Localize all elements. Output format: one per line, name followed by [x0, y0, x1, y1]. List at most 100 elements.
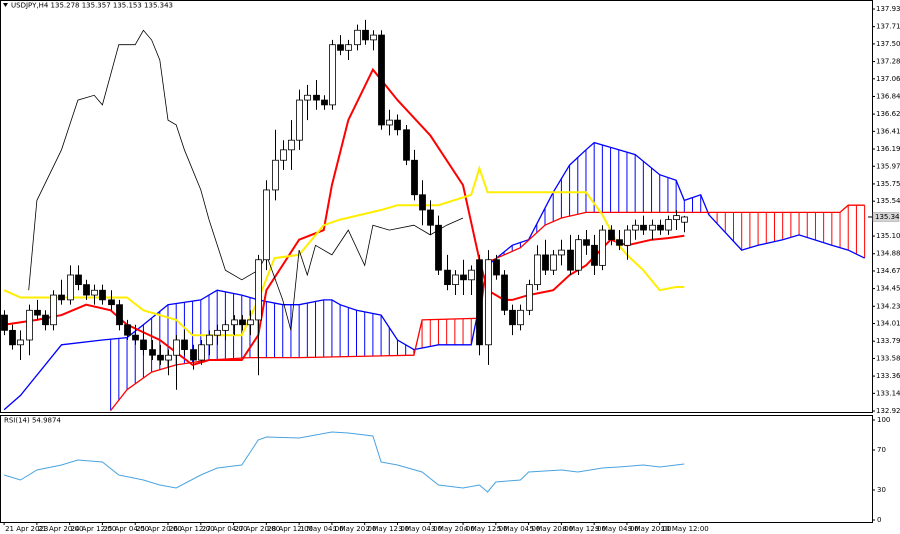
candle-body: [419, 194, 426, 211]
y-tick-label: 134.015: [876, 320, 900, 328]
candle-body: [173, 339, 180, 356]
candle-body: [337, 44, 344, 51]
candle-body: [345, 44, 352, 51]
y-tick-label: 136.845: [876, 92, 900, 100]
candle-body: [17, 339, 24, 346]
candle-body: [591, 244, 598, 266]
candle-body: [91, 289, 98, 296]
x-tick-label: 2 May 12:00: [366, 525, 410, 533]
candle-body: [403, 129, 410, 161]
candle-body: [263, 189, 270, 261]
candle-body: [124, 324, 131, 336]
y-tick-label: 137.715: [876, 23, 900, 31]
x-tick-label: 4 May 12:00: [464, 525, 508, 533]
senkou-span-b: [110, 204, 865, 412]
candle-body: [632, 224, 639, 231]
y-tick-label: 132.925: [876, 407, 900, 415]
last-price-box: [872, 212, 900, 222]
candle-body: [649, 224, 656, 231]
candle-body: [149, 349, 156, 356]
candle-body: [354, 29, 361, 46]
candle-body: [567, 249, 574, 271]
senkou-span-a: [3, 141, 865, 411]
candle-body: [468, 269, 475, 281]
y-tick-label: 135.755: [876, 180, 900, 188]
rsi-tick-label: 30: [877, 486, 886, 494]
candle-body: [452, 274, 459, 286]
x-tick-label: 25 Apr 04:00: [103, 525, 149, 533]
candle-body: [460, 274, 467, 281]
candle-body: [255, 259, 262, 321]
price-panel: [0, 0, 873, 413]
y-tick-label: 135.540: [876, 197, 900, 205]
rsi-line: [3, 431, 685, 493]
candle-body: [370, 34, 377, 41]
candle-body: [313, 94, 320, 101]
candle-body: [67, 274, 74, 301]
candle-body: [583, 239, 590, 246]
candle-body: [616, 239, 623, 246]
x-tick-label: 21 Apr 2023: [5, 525, 48, 533]
candle-body: [435, 224, 442, 271]
x-tick-label: 8 May 12:00: [562, 525, 606, 533]
x-tick-label: 9 May 04:00: [595, 525, 639, 533]
candle-body: [476, 259, 483, 346]
candle-body: [362, 29, 369, 41]
candle-body: [280, 149, 287, 161]
candle-body: [222, 324, 229, 331]
candle-body: [509, 309, 516, 326]
menu-arrow: [3, 3, 8, 7]
candle-body: [1, 314, 8, 331]
candle-body: [657, 224, 664, 231]
candle-body: [247, 319, 254, 326]
rsi-tick-label: 100: [877, 416, 890, 424]
candle-body: [386, 119, 393, 126]
candle-body: [132, 334, 139, 341]
y-tick-label: 133.360: [876, 372, 900, 380]
candle-body: [99, 289, 106, 301]
candle-body: [34, 309, 41, 316]
candle-body: [427, 209, 434, 226]
candle-body: [296, 99, 303, 141]
candle-body: [444, 269, 451, 286]
candle-body: [206, 334, 213, 346]
y-tick-label: 137.935: [876, 5, 900, 13]
candle-body: [558, 249, 565, 256]
y-tick-label: 133.795: [876, 337, 900, 345]
candle-body: [239, 319, 246, 326]
candle-body: [165, 354, 172, 361]
candle-body: [681, 216, 688, 223]
candle-body: [665, 219, 672, 231]
y-tick-label: 136.625: [876, 110, 900, 118]
y-tick-label: 133.145: [876, 389, 900, 397]
candle-body: [288, 139, 295, 151]
y-tick-label: 134.885: [876, 250, 900, 258]
y-tick-label: 136.410: [876, 127, 900, 135]
x-tick-label: 9 May 20:00: [628, 525, 672, 533]
x-tick-label: 26 Apr 12:00: [169, 525, 215, 533]
candle-body: [157, 354, 164, 361]
x-tick-label: 28 Apr 12:00: [267, 525, 313, 533]
candle-body: [26, 309, 33, 341]
candle-body: [50, 294, 57, 326]
x-tick-label: 24 Apr 12:00: [71, 525, 117, 533]
candle-body: [501, 274, 508, 311]
candle-body: [42, 314, 49, 326]
candle-body: [75, 274, 82, 286]
rsi-panel: [0, 415, 873, 523]
candle-body: [599, 229, 606, 266]
x-tick-label: 5 May 20:00: [530, 525, 574, 533]
y-tick-label: 136.190: [876, 145, 900, 153]
y-tick-label: 134.450: [876, 285, 900, 293]
y-tick-label: 137.500: [876, 40, 900, 48]
candle-body: [190, 349, 197, 361]
x-tick-label: 27 Apr 04:00: [202, 525, 248, 533]
ichimoku-line: [28, 29, 464, 331]
candle-body: [231, 319, 238, 326]
x-tick-label: 5 May 04:00: [497, 525, 541, 533]
candle-body: [517, 309, 524, 326]
candle-body: [9, 329, 16, 346]
ichimoku-line: [3, 165, 685, 337]
